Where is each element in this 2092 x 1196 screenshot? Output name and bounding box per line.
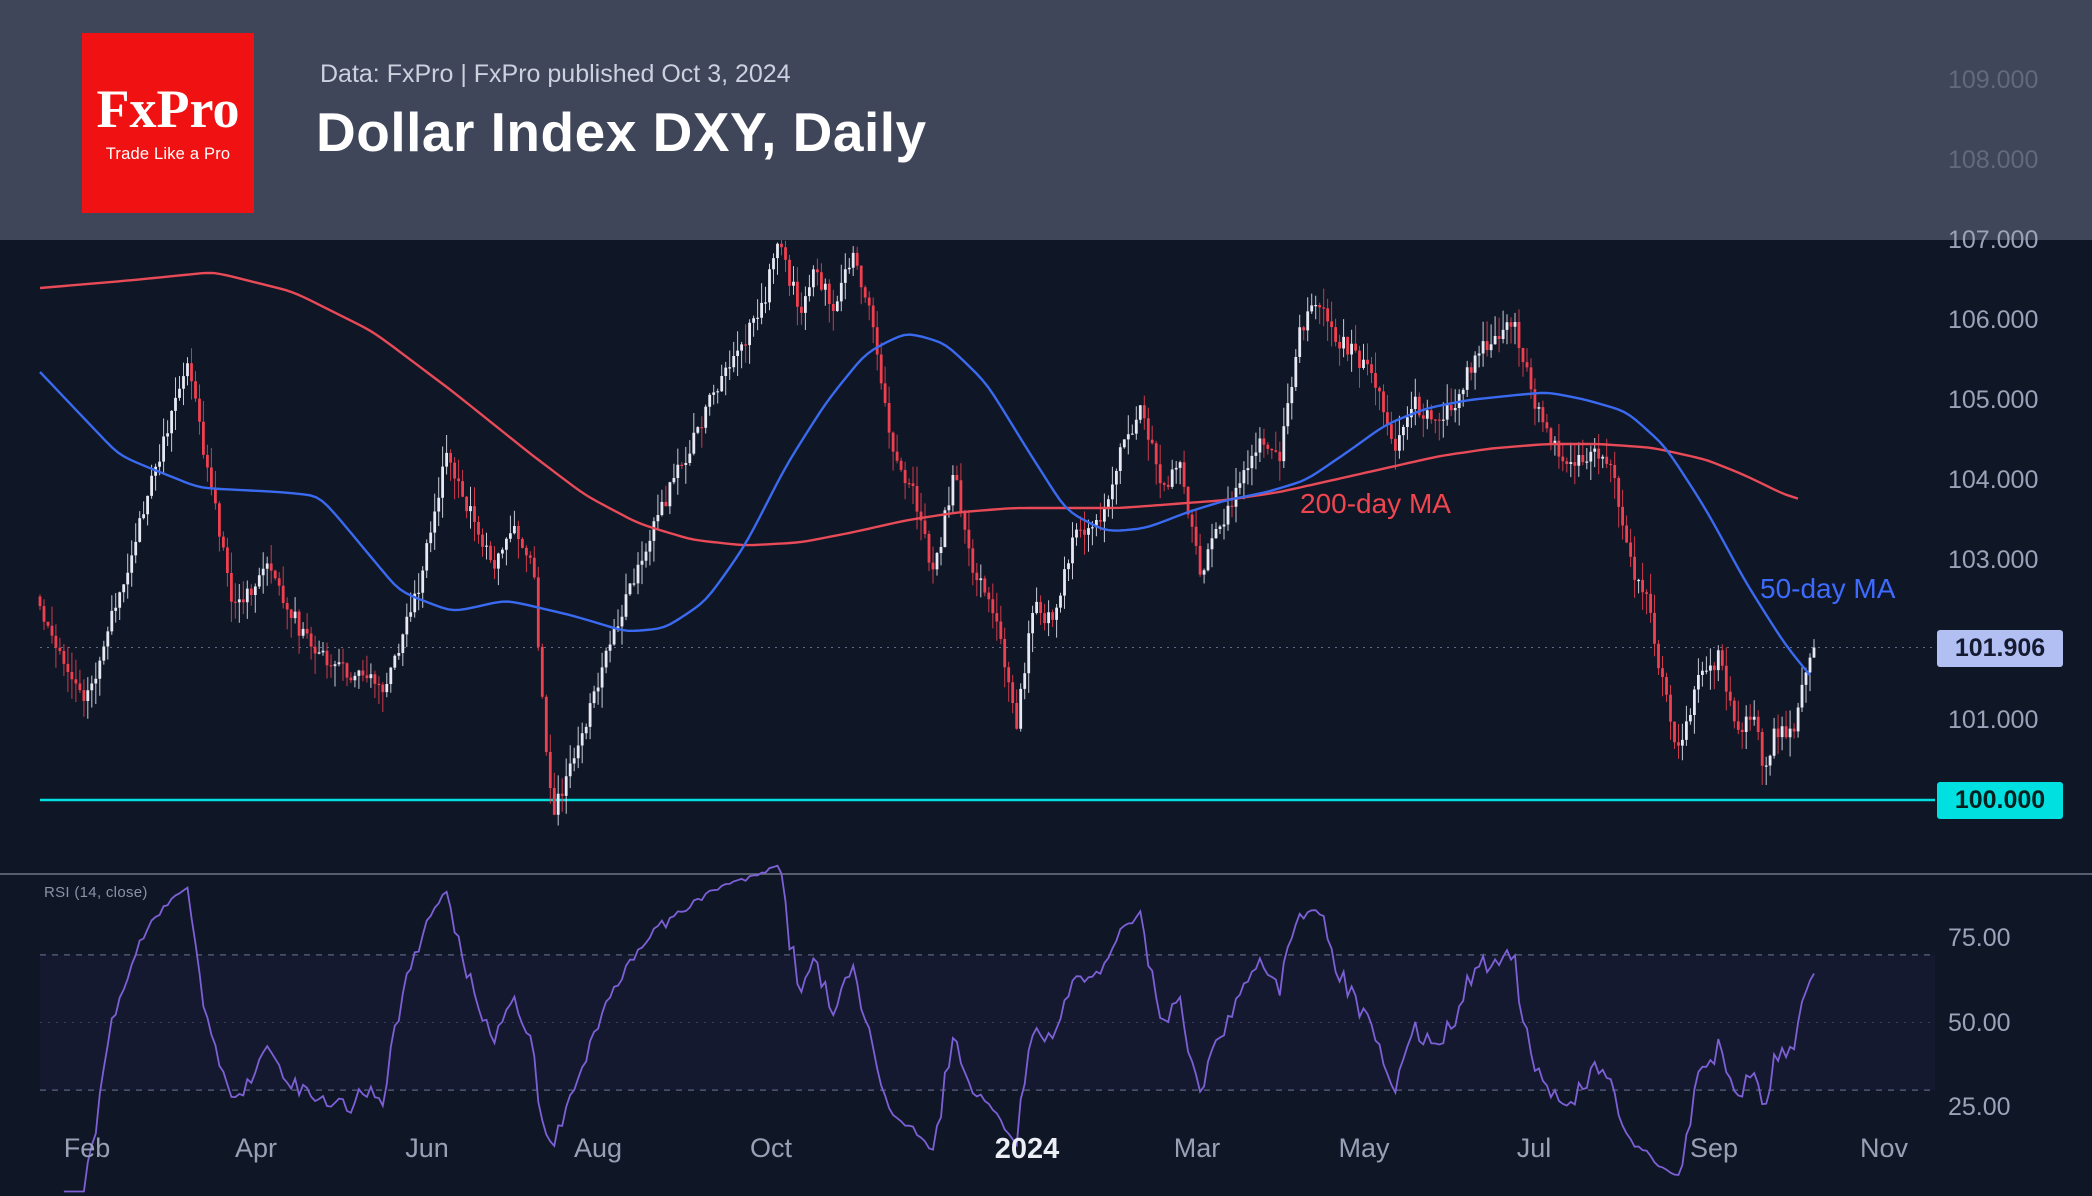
logo-tagline: Trade Like a Pro	[105, 145, 231, 163]
rsi-line	[63, 864, 1815, 1193]
header-band: FxPro Trade Like a Pro Data: FxPro | FxP…	[0, 0, 2092, 240]
rsi-band	[40, 954, 1935, 1091]
ma50-line	[39, 333, 1811, 676]
candle-wicks-down	[39, 236, 1795, 816]
time-tick-label: Oct	[749, 1133, 792, 1163]
time-tick-label: Jul	[1516, 1133, 1552, 1163]
time-tick-label: Nov	[1859, 1133, 1908, 1163]
fxpro-logo: FxPro Trade Like a Pro	[82, 33, 254, 213]
current-price-tag: 101.906	[1937, 629, 2063, 667]
candle-bodies-up	[86, 243, 1816, 815]
ma50-label: 50-day MA	[1760, 573, 1896, 604]
rsi-indicator-label: RSI (14, close)	[44, 884, 148, 901]
time-tick-label: Mar	[1173, 1133, 1221, 1163]
ma200-label: 200-day MA	[1300, 488, 1451, 519]
data-source-line: Data: FxPro | FxPro published Oct 3, 202…	[320, 60, 791, 88]
time-tick-label: Jun	[405, 1133, 449, 1163]
candle-bodies-down	[38, 243, 1796, 815]
candle-wicks-up	[87, 242, 1815, 826]
support-price-tag: 100.000	[1937, 782, 2063, 819]
logo-brand-text: FxPro	[96, 79, 240, 139]
time-tick-label: Apr	[234, 1133, 278, 1163]
page-title: Dollar Index DXY, Daily	[316, 101, 927, 163]
time-tick-label: 2024	[994, 1133, 1060, 1165]
time-tick-label: Feb	[63, 1133, 111, 1163]
time-axis: Feb Apr Jun Aug Oct 2024 Mar May Jul Sep Nov	[0, 1129, 2092, 1173]
ma200-line	[39, 271, 1799, 547]
time-tick-label: May	[1338, 1133, 1390, 1163]
time-tick-label: Aug	[573, 1133, 623, 1163]
time-tick-label: Sep	[1689, 1133, 1739, 1163]
